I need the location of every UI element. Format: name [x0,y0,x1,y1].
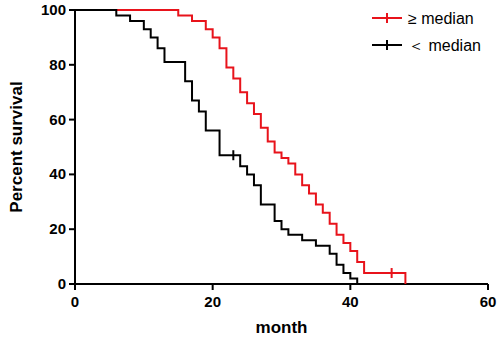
y-tick [69,119,75,121]
x-tick-label: 20 [204,293,221,310]
x-tick-label: 40 [342,293,359,310]
legend: ≥ median ＜ median [372,10,481,54]
y-tick-label: 100 [41,1,66,18]
plot-area [75,10,405,284]
x-axis [75,283,488,285]
x-tick [487,284,489,290]
legend-marker [386,13,388,23]
y-tick-label: 80 [49,56,66,73]
x-tick-label: 60 [480,293,497,310]
y-tick [69,228,75,230]
chart: 0 20 40 60 80 100 0 20 40 60 month Percent survival… [0,0,500,344]
y-axis [74,10,76,284]
x-tick [349,284,351,290]
y-tick-label: 0 [58,275,66,292]
y-tick-label: 20 [49,220,66,237]
y-tick [69,9,75,11]
x-tick-label: 0 [71,293,79,310]
x-axis-label: month [256,318,308,337]
censor-mark [391,268,393,278]
legend-label: ＜ median [408,37,481,54]
legend-label: ≥ median [408,10,474,27]
y-tick-label: 60 [49,111,66,128]
y-axis-label: Percent survival [7,81,26,212]
censor-mark [232,150,234,160]
y-tick [69,64,75,66]
y-tick-label: 40 [49,165,66,182]
x-tick [74,284,76,290]
survival-line [75,10,357,284]
survival-line [75,10,405,284]
x-tick [212,284,214,290]
legend-marker [386,40,388,50]
y-tick [69,173,75,175]
